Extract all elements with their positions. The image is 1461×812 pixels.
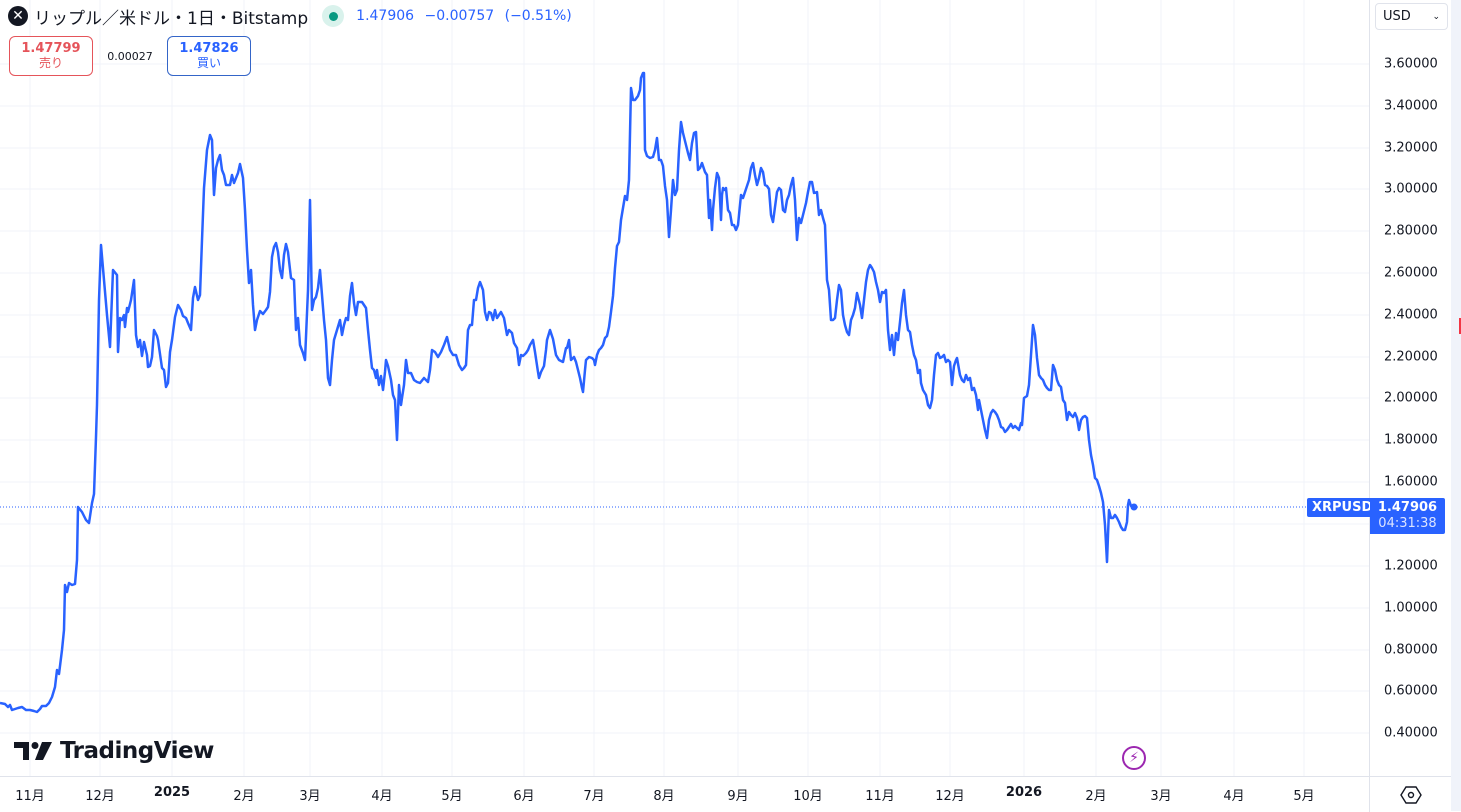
logo-text: TradingView: [60, 738, 214, 764]
time-axis[interactable]: 11月 12月 2025 2月 3月 4月 5月 6月 7月 8月 9月 10月…: [0, 776, 1369, 812]
x-tick: 6月: [513, 789, 535, 804]
market-open-dot-icon: [328, 11, 338, 21]
x-tick: 2026: [1005, 785, 1043, 800]
price-line: [0, 71, 1135, 714]
market-status-indicator[interactable]: [322, 5, 345, 27]
x-tick: 9月: [727, 789, 749, 804]
symbol-price-label: XRPUSD: [1307, 498, 1378, 517]
price-change: −0.00757: [424, 8, 495, 24]
x-tick: 2025: [153, 785, 191, 800]
x-tick: 4月: [371, 789, 393, 804]
y-tick: 2.80000: [1384, 223, 1438, 239]
chart-plot-area[interactable]: [0, 0, 1369, 776]
x-tick: 11月: [865, 789, 895, 804]
y-tick: 3.00000: [1384, 181, 1438, 197]
y-tick: 0.80000: [1384, 642, 1438, 658]
price-axis[interactable]: 3.60000 3.40000 3.20000 3.00000 2.80000 …: [1369, 0, 1452, 776]
x-tick: 10月: [793, 789, 823, 804]
tradingview-mark-icon: [14, 742, 52, 760]
x-tick: 11月: [15, 789, 45, 804]
x-tick: 7月: [583, 789, 605, 804]
lightning-event-icon[interactable]: ⚡: [1122, 746, 1146, 770]
y-tick: 1.80000: [1384, 432, 1438, 448]
y-tick: 2.40000: [1384, 307, 1438, 323]
chart-settings-button[interactable]: [1369, 776, 1452, 812]
x-tick: 3月: [299, 789, 321, 804]
x-tick: 12月: [935, 789, 965, 804]
last-price-dot: [1130, 503, 1138, 511]
sell-price: 1.47799: [21, 41, 81, 56]
y-tick: 3.20000: [1384, 140, 1438, 156]
bar-countdown: 04:31:38: [1378, 516, 1437, 531]
edge-marker: [1459, 318, 1461, 334]
currency-value: USD: [1383, 9, 1411, 24]
price-chart-svg: [0, 0, 1369, 776]
price-change-pct: (−0.51%): [504, 8, 572, 24]
x-tick: 5月: [1293, 789, 1315, 804]
spread-value: 0.00027: [107, 49, 153, 63]
settings-hexagon-icon: [1400, 785, 1422, 804]
grid-lines: [0, 0, 1369, 776]
x-tick: 3月: [1150, 789, 1172, 804]
x-tick: 8月: [653, 789, 675, 804]
buy-price: 1.47826: [179, 41, 239, 56]
y-tick: 1.20000: [1384, 558, 1438, 574]
right-panel-edge: [1451, 0, 1461, 811]
buy-button[interactable]: 1.47826 買い: [167, 36, 251, 76]
x-tick: 5月: [441, 789, 463, 804]
chart-header: ✕ リップル／米ドル・1日・Bitstamp 1.47906 −0.00757 …: [8, 5, 578, 29]
y-tick: 0.40000: [1384, 725, 1438, 741]
x-tick: 4月: [1223, 789, 1245, 804]
y-tick: 3.60000: [1384, 56, 1438, 72]
x-tick: 12月: [85, 789, 115, 804]
chevron-down-icon: ⌄: [1432, 11, 1440, 22]
y-tick: 2.20000: [1384, 349, 1438, 365]
sell-button[interactable]: 1.47799 売り: [9, 36, 93, 76]
ripple-x-icon[interactable]: ✕: [8, 6, 28, 26]
x-tick: 2月: [1085, 789, 1107, 804]
y-tick: 1.60000: [1384, 474, 1438, 490]
current-price-value: 1.47906: [1377, 500, 1438, 515]
last-price: 1.47906: [356, 8, 415, 24]
symbol-title[interactable]: リップル／米ドル・1日・Bitstamp: [34, 8, 309, 29]
currency-select[interactable]: USD ⌄: [1375, 3, 1448, 30]
y-tick: 0.60000: [1384, 683, 1438, 699]
y-tick: 3.40000: [1384, 98, 1438, 114]
current-price-label: 1.47906 04:31:38: [1370, 498, 1445, 534]
x-tick: 2月: [233, 789, 255, 804]
buy-label: 買い: [196, 56, 221, 70]
y-tick: 2.60000: [1384, 265, 1438, 281]
tradingview-logo[interactable]: TradingView: [14, 738, 214, 764]
y-tick: 1.00000: [1384, 600, 1438, 616]
sell-label: 売り: [38, 56, 63, 70]
trade-buttons: 1.47799 売り 0.00027 1.47826 買い: [9, 36, 251, 76]
quote-values: 1.47906 −0.00757 (−0.51%): [356, 8, 578, 24]
y-tick: 2.00000: [1384, 390, 1438, 406]
